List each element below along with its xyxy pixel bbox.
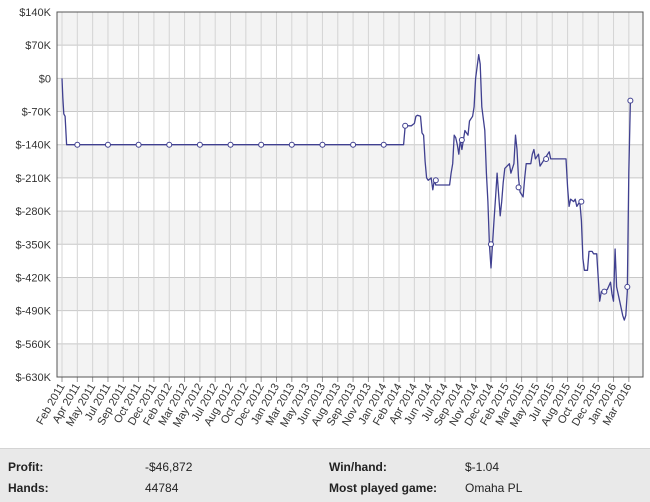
hands-label: Hands: bbox=[8, 481, 49, 495]
plot-background bbox=[57, 12, 643, 377]
data-point-marker bbox=[578, 198, 585, 205]
profit-chart: $140K $70K $0 $-70K $-140K $-210K $-280K $-350K… bbox=[16, 7, 644, 429]
data-point-marker bbox=[487, 241, 494, 248]
y-tick-label: $-210K bbox=[16, 173, 52, 185]
profit-value: -$46,872 bbox=[145, 460, 193, 474]
plot-border bbox=[56, 11, 644, 378]
y-tick-label: $-70K bbox=[22, 107, 52, 119]
win-per-hand-label: Win/hand: bbox=[329, 460, 387, 474]
data-point-marker bbox=[627, 97, 634, 104]
data-point-marker bbox=[104, 141, 111, 148]
y-tick-label: $-560K bbox=[16, 339, 52, 351]
most-played-game-label: Most played game: bbox=[329, 481, 438, 495]
stats-panel: Profit: -$46,872 Win/hand: $-1.04 Hands:… bbox=[0, 448, 650, 502]
data-point-marker bbox=[624, 283, 631, 290]
plot-band bbox=[57, 343, 643, 377]
data-point-marker bbox=[74, 141, 81, 148]
plot-band bbox=[57, 78, 643, 112]
data-point-marker bbox=[432, 177, 439, 184]
plot-band bbox=[57, 277, 643, 311]
y-tick-label: $-140K bbox=[16, 140, 52, 152]
data-point-marker bbox=[319, 141, 326, 148]
y-tick-label: $-420K bbox=[16, 272, 52, 284]
data-point-marker bbox=[166, 141, 173, 148]
data-point-marker bbox=[288, 141, 295, 148]
win-per-hand-value: $-1.04 bbox=[465, 460, 500, 474]
y-tick-label: $-280K bbox=[16, 206, 52, 218]
profit-chart-svg: $140K $70K $0 $-70K $-140K $-210K $-280K $-350K… bbox=[16, 7, 644, 429]
most-played-game-value: Omaha PL bbox=[465, 481, 523, 495]
data-point-marker bbox=[402, 122, 409, 129]
data-point-marker bbox=[515, 184, 522, 191]
data-point-marker bbox=[601, 288, 608, 295]
profit-label: Profit: bbox=[8, 460, 44, 474]
data-point-marker bbox=[380, 141, 387, 148]
y-tick-label: $-630K bbox=[16, 372, 52, 384]
y-tick-label: $0 bbox=[39, 73, 51, 85]
profit-line bbox=[61, 54, 632, 321]
data-point-marker bbox=[258, 141, 265, 148]
plot-band bbox=[57, 12, 643, 46]
plot-band bbox=[57, 144, 643, 178]
y-tick-label: $-490K bbox=[16, 306, 52, 318]
data-point-marker bbox=[227, 141, 234, 148]
data-point-marker bbox=[350, 141, 357, 148]
y-tick-label: $-350K bbox=[16, 239, 52, 251]
y-tick-label: $140K bbox=[19, 7, 51, 19]
data-point-marker bbox=[458, 136, 465, 143]
data-point-marker bbox=[196, 141, 203, 148]
data-point-marker bbox=[135, 141, 142, 148]
data-point-marker bbox=[543, 155, 550, 162]
y-tick-label: $70K bbox=[25, 40, 51, 52]
hands-value: 44784 bbox=[145, 481, 179, 495]
plot-band bbox=[57, 211, 643, 245]
